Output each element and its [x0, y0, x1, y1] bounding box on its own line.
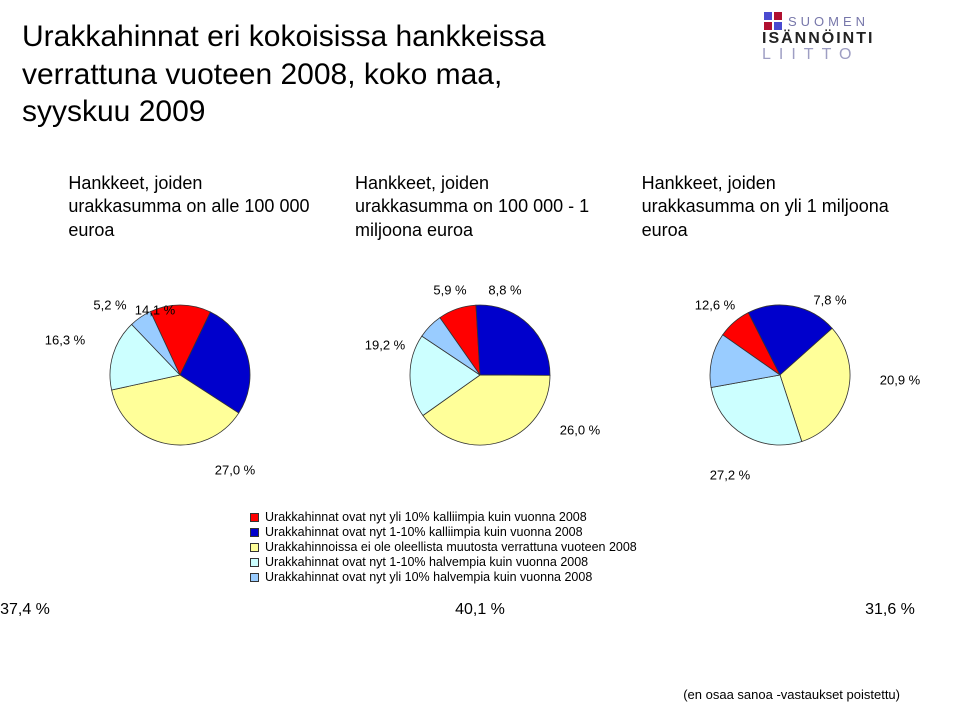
- legend-item: Urakkahinnoissa ei ole oleellista muutos…: [250, 540, 750, 554]
- legend-swatch: [250, 513, 259, 522]
- legend-label: Urakkahinnat ovat nyt yli 10% kalliimpia…: [265, 510, 587, 524]
- pie-slice-label: 14,1 %: [135, 303, 175, 318]
- legend-swatch: [250, 573, 259, 582]
- brand-logo: SUOMEN ISÄNNÖINTI LIITTO: [762, 10, 942, 64]
- pie-slice: [476, 305, 550, 375]
- legend-swatch: [250, 558, 259, 567]
- legend-item: Urakkahinnat ovat nyt yli 10% halvempia …: [250, 570, 750, 584]
- pie-svg: [380, 275, 580, 475]
- pie-slice-label: 16,3 %: [45, 333, 85, 348]
- pie-slice-label: 5,9 %: [433, 283, 466, 298]
- pie-slice-label: 37,4 %: [0, 601, 50, 619]
- pie-charts-row: 14,1 %27,0 %37,4 %16,3 %5,2 %8,8 %26,0 %…: [0, 260, 960, 490]
- pie-slice-label: 40,1 %: [455, 601, 505, 619]
- legend-label: Urakkahinnat ovat nyt yli 10% halvempia …: [265, 570, 592, 584]
- logo-icon: [762, 10, 784, 32]
- pie-slice-label: 5,2 %: [93, 298, 126, 313]
- chart-subtitles: Hankkeet, joiden urakkasumma on alle 100…: [0, 172, 960, 242]
- title-line-2: verrattuna vuoteen 2008, koko maa,: [22, 56, 546, 94]
- logo-word-1: SUOMEN: [788, 14, 869, 29]
- pie-slice-label: 31,6 %: [865, 601, 915, 619]
- legend-label: Urakkahinnoissa ei ole oleellista muutos…: [265, 540, 637, 554]
- pie-chart-2: 8,8 %26,0 %40,1 %19,2 %5,9 %: [330, 260, 630, 490]
- pie-slice-label: 26,0 %: [560, 423, 600, 438]
- logo-word-3: LIITTO: [762, 46, 942, 64]
- title-line-3: syyskuu 2009: [22, 93, 546, 131]
- legend-item: Urakkahinnat ovat nyt 1-10% kalliimpia k…: [250, 525, 750, 539]
- legend-label: Urakkahinnat ovat nyt 1-10% halvempia ku…: [265, 555, 588, 569]
- subtitle-3: Hankkeet, joiden urakkasumma on yli 1 mi…: [642, 172, 892, 242]
- legend-swatch: [250, 543, 259, 552]
- pie-slice-label: 12,6 %: [695, 298, 735, 313]
- pie-slice-label: 27,2 %: [710, 468, 750, 483]
- legend-swatch: [250, 528, 259, 537]
- pie-slice-label: 8,8 %: [488, 283, 521, 298]
- legend: Urakkahinnat ovat nyt yli 10% kalliimpia…: [250, 510, 750, 585]
- legend-item: Urakkahinnat ovat nyt yli 10% kalliimpia…: [250, 510, 750, 524]
- title-line-1: Urakkahinnat eri kokoisissa hankkeissa: [22, 18, 546, 56]
- page-title: Urakkahinnat eri kokoisissa hankkeissa v…: [22, 18, 546, 131]
- pie-slice-label: 7,8 %: [813, 293, 846, 308]
- pie-slice-label: 20,9 %: [880, 373, 920, 388]
- footnote: (en osaa sanoa -vastaukset poistettu): [683, 687, 900, 702]
- legend-item: Urakkahinnat ovat nyt 1-10% halvempia ku…: [250, 555, 750, 569]
- pie-chart-3: 7,8 %20,9 %31,6 %27,2 %12,6 %: [630, 260, 930, 490]
- pie-chart-1: 14,1 %27,0 %37,4 %16,3 %5,2 %: [30, 260, 330, 490]
- legend-label: Urakkahinnat ovat nyt 1-10% kalliimpia k…: [265, 525, 583, 539]
- subtitle-2: Hankkeet, joiden urakkasumma on 100 000 …: [355, 172, 605, 242]
- subtitle-1: Hankkeet, joiden urakkasumma on alle 100…: [68, 172, 318, 242]
- pie-slice-label: 19,2 %: [365, 338, 405, 353]
- pie-slice-label: 27,0 %: [215, 463, 255, 478]
